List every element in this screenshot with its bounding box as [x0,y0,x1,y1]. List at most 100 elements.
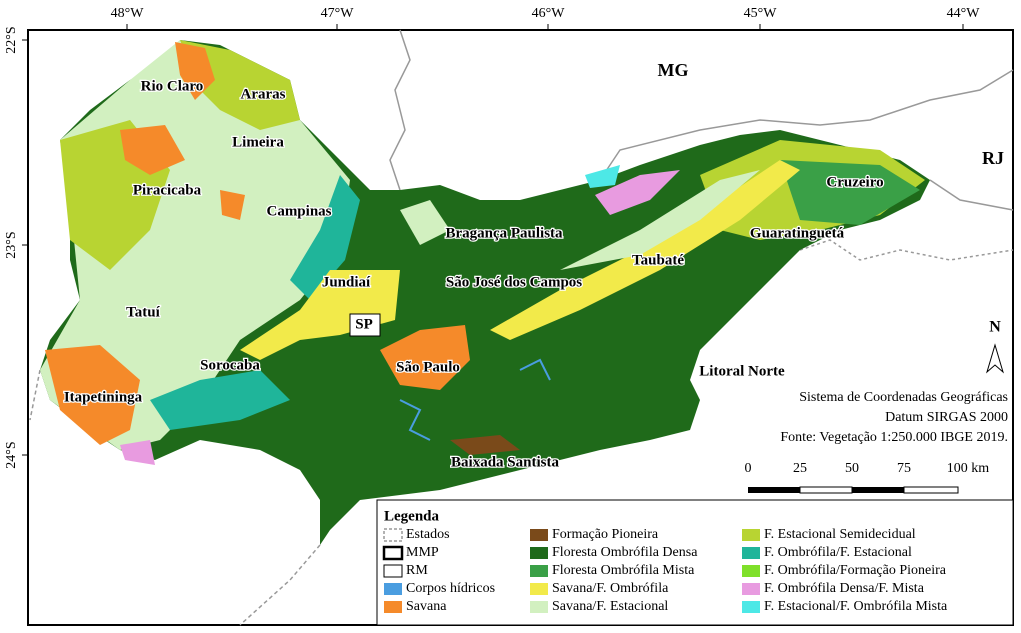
savanna-seasonal [400,200,450,245]
scale-bar [748,486,959,494]
region-label: Rio Claro [141,78,204,94]
legend-label: F. Ombrófila/F. Estacional [764,545,912,560]
savanna [380,325,470,390]
longitude-label: 45°W [744,6,778,21]
scale-segment [903,486,959,494]
ombrophilous-seasonal [290,175,360,300]
legend-label: Floresta Ombrófila Mista [552,563,695,578]
legend-swatch [742,583,760,595]
region-label: Litoral Norte [699,363,785,379]
border [929,179,1014,211]
legend-swatch [742,565,760,577]
seasonal-mixed [585,165,620,188]
savanna [120,125,185,175]
savanna [220,190,245,220]
legend-swatch [742,601,760,613]
north-label: N [989,319,1001,336]
legend-swatch [530,601,548,613]
region-label: Sorocaba [200,357,260,373]
region-label: Taubaté [632,252,684,268]
latitude-label: 23°S [4,231,19,258]
scale-segment [852,487,904,493]
region-label: São Paulo [396,359,460,375]
legend-swatch [742,529,760,541]
latitude-label: 24°S [4,441,19,468]
legend-box [376,499,1014,626]
region-label: Piracicaba [133,182,202,198]
legend-swatch [530,583,548,595]
region-label: SP [355,316,373,332]
scale-segment [748,487,800,493]
region-label: Campinas [266,203,331,219]
legend-label: RM [406,563,428,578]
region-label: Jundiaí [322,274,371,290]
scale-label: 0 [745,461,752,476]
legend-title: Legenda [384,508,440,524]
legend-label: Floresta Ombrófila Densa [552,545,698,560]
region-label: Bragança Paulista [445,225,563,241]
region-label: Baixada Santista [451,454,559,470]
water-bodies [399,358,551,441]
north-arrow [986,343,1004,374]
state-borders [29,29,1014,626]
legend-label: Savana [406,599,447,614]
legend-swatch [383,528,403,542]
scale-label: 100 km [947,461,990,476]
ombrophilous-seasonal [150,370,290,430]
latitude-label: 22°S [4,26,19,53]
legend-swatch [530,529,548,541]
sp-box [349,313,381,337]
longitude-label: 48°W [111,6,145,21]
legend-swatch [384,601,402,613]
legend-swatch [742,547,760,559]
savanna-seasonal [560,170,760,270]
legend-label: Formação Pioneira [552,527,659,542]
region-label: Araras [241,86,286,102]
border [389,29,411,191]
scale-label: 75 [897,461,911,476]
coast [799,239,1014,261]
legend-swatch [382,545,404,561]
legend-swatch [383,564,403,578]
ombrophilous-mixed [595,170,680,215]
legend-swatch [384,583,402,595]
vegetation [40,40,930,545]
legend-label: Savana/F. Estacional [552,599,668,614]
legend-label: F. Ombrófila/Formação Pioneira [764,563,947,578]
longitude-label: 46°W [532,6,566,21]
border [599,69,1014,181]
legend-label: Estados [406,527,450,542]
map-info: Fonte: Vegetação 1:250.000 IBGE 2019. [780,430,1008,445]
region-label: Guaratinguetá [750,225,845,241]
longitude-label: 47°W [321,6,355,21]
scale-segment [799,486,853,494]
region-label: Cruzeiro [826,174,883,190]
legend-swatch [530,547,548,559]
scale-label: 25 [793,461,807,476]
region-label: Tatuí [126,304,160,320]
state-label: MG [658,60,689,80]
legend-label: F. Estacional Semidecidual [764,527,916,542]
region-label: Limeira [232,134,284,150]
mixed-forest [780,160,920,225]
scale-label: 50 [845,461,859,476]
legend-label: Corpos hídricos [406,581,495,596]
border [29,369,41,421]
region-label: Itapetininga [64,389,143,405]
legend-swatch [530,565,548,577]
ombrophilous-mixed [120,440,155,465]
map-info: Datum SIRGAS 2000 [885,410,1008,425]
legend-label: MMP [406,545,439,560]
legend-label: F. Estacional/F. Ombrófila Mista [764,599,948,614]
map-info: Sistema de Coordenadas Geográficas [799,390,1008,405]
pioneer [450,435,520,455]
state-label: RJ [982,148,1004,168]
region-label: São José dos Campos [446,274,582,290]
savanna-ombrophilous [240,270,400,360]
savanna [45,345,140,445]
legend-label: F. Ombrófila Densa/F. Mista [764,581,925,596]
border [239,544,321,626]
longitude-label: 44°W [947,6,981,21]
legend-label: Savana/F. Ombrófila [552,581,669,596]
